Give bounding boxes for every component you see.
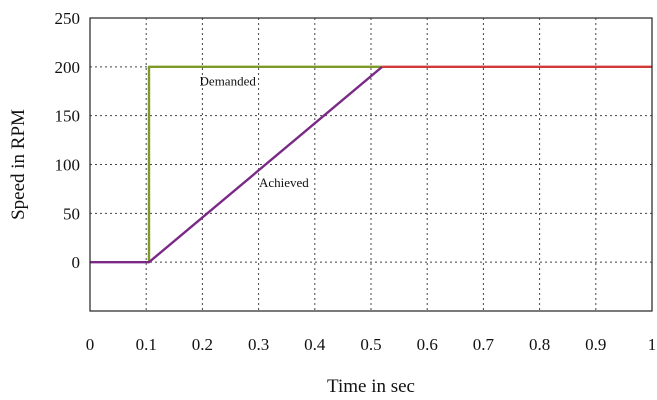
- y-tick-label-4: 200: [55, 58, 81, 77]
- y-tick-label-2: 100: [55, 156, 81, 175]
- series-line-achieved: [90, 65, 383, 264]
- grid: [90, 18, 652, 311]
- y-tick-label-5: 250: [55, 9, 81, 28]
- x-tick-labels: 0 0.1 0.2 0.3 0.4 0.5 0.6 0.7 0.8 0.9 1: [86, 335, 657, 354]
- y-axis-title: Speed in RPM: [8, 109, 29, 220]
- y-tick-labels: 0 50 100 150 200 250: [55, 9, 81, 272]
- annotation-achieved: Achieved: [259, 175, 309, 190]
- series-lines: [90, 65, 652, 264]
- y-tick-label-3: 150: [55, 107, 81, 126]
- x-tick-label-5: 0.5: [360, 335, 381, 354]
- x-tick-label-0: 0: [86, 335, 95, 354]
- x-tick-label-3: 0.3: [248, 335, 269, 354]
- y-tick-label-0: 0: [72, 253, 81, 272]
- x-tick-label-9: 0.9: [585, 335, 606, 354]
- x-axis-title: Time in sec: [327, 376, 415, 397]
- x-tick-label-4: 0.4: [304, 335, 326, 354]
- annotations: Demanded Achieved: [200, 73, 310, 190]
- series-line-demanded: [147, 65, 383, 263]
- y-tick-label-1: 50: [63, 204, 80, 223]
- x-tick-label-6: 0.6: [417, 335, 438, 354]
- x-tick-label-2: 0.2: [192, 335, 213, 354]
- x-tick-label-1: 0.1: [136, 335, 157, 354]
- plot-frame: [89, 17, 653, 312]
- x-tick-label-10: 1: [648, 335, 657, 354]
- annotation-demanded: Demanded: [200, 73, 257, 88]
- x-tick-label-7: 0.7: [473, 335, 495, 354]
- x-tick-label-8: 0.8: [529, 335, 550, 354]
